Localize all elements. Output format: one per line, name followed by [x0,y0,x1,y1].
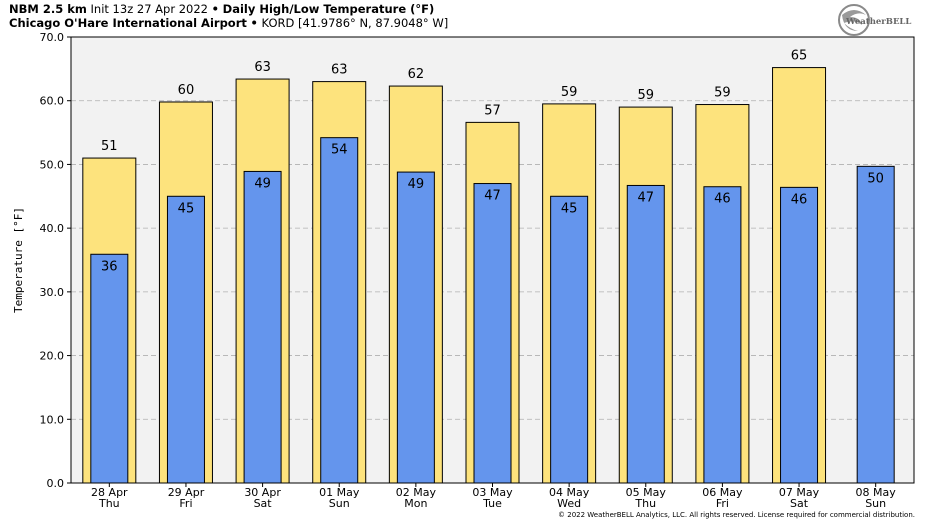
low-temp-bar [396,171,435,484]
x-tick-date: 04 May [549,486,590,499]
low-temp-bar [780,186,819,484]
x-tick-weekday: Mon [404,497,427,510]
low-temp-label: 46 [791,192,808,207]
high-temp-label: 59 [714,86,731,101]
high-temp-label: 62 [408,67,425,82]
low-temp-label: 54 [331,143,348,158]
header-separator: • [211,2,220,16]
low-temp-bar [320,137,359,484]
y-tick-label: 0.0 [47,477,65,490]
weatherbell-logo: WeatherBELL [838,4,911,36]
chart-header-line1: NBM 2.5 km Init 13z 27 Apr 2022 • Daily … [9,2,434,16]
x-tick-weekday: Fri [716,497,729,510]
y-tick-label: 20.0 [40,350,65,363]
low-temp-bar [243,170,282,484]
x-tick-date: 28 Apr [91,486,128,499]
high-temp-label: 57 [484,103,501,118]
x-tick-weekday: Tue [482,497,502,510]
y-tick-label: 10.0 [40,413,65,426]
location-name: Chicago O'Hare International Airport [9,16,247,30]
y-tick-label: 40.0 [40,222,65,235]
low-temp-label: 46 [714,192,731,207]
x-tick-weekday: Sat [254,497,273,510]
x-tick-date: 02 May [396,486,437,499]
x-tick-date: 08 May [856,486,897,499]
x-tick-date: 03 May [472,486,513,499]
bar-series: 51 36 60 45 63 49 63 54 62 49 57 47 59 45 59 47 59 46 65 46… [82,49,895,484]
x-tick-date: 30 Apr [244,486,281,499]
low-temp-label: 47 [637,190,654,205]
station-info: KORD [41.9786° N, 87.9048° W] [261,16,449,30]
x-tick-weekday: Sun [865,497,886,510]
x-tick-weekday: Thu [98,497,120,510]
high-temp-label: 51 [101,139,118,154]
x-tick-weekday: Sun [329,497,350,510]
high-temp-label: 63 [331,63,348,78]
y-tick-label: 30.0 [40,286,65,299]
x-tick-weekday: Thu [634,497,656,510]
high-temp-label: 60 [178,83,195,98]
init-time: Init 13z 27 Apr 2022 [90,2,208,16]
low-temp-label: 50 [867,171,884,186]
product-title: Daily High/Low Temperature (°F) [222,2,435,16]
low-temp-label: 49 [408,177,425,192]
high-temp-label: 63 [254,60,271,75]
low-temp-bar [473,183,512,484]
y-axis: 0.0 10.0 20.0 30.0 40.0 50.0 60.0 70.0 [40,31,71,490]
x-tick-weekday: Wed [557,497,581,510]
high-temp-label: 59 [637,88,654,103]
y-tick-label: 60.0 [40,95,65,108]
low-temp-label: 45 [178,201,195,216]
model-name: NBM 2.5 km [9,2,87,16]
x-tick-weekday: Sat [790,497,809,510]
low-temp-bar [550,195,589,484]
y-tick-label: 50.0 [40,158,65,171]
header-separator-2: • [250,16,258,30]
low-temp-bar [703,186,742,484]
low-temp-bar [856,165,895,484]
copyright-notice: © 2022 WeatherBELL Analytics, LLC. All r… [558,511,915,519]
high-temp-label: 65 [791,49,808,64]
x-tick-date: 05 May [626,486,667,499]
y-tick-label: 70.0 [40,31,65,44]
low-temp-bar [166,195,205,484]
low-temp-label: 49 [254,176,271,191]
high-temp-label: 59 [561,85,578,100]
low-temp-bar [626,184,665,484]
low-temp-label: 45 [561,201,578,216]
svg-text:WeatherBELL: WeatherBELL [845,17,911,27]
low-temp-label: 36 [101,259,118,274]
low-temp-label: 47 [484,189,501,204]
x-tick-weekday: Fri [179,497,192,510]
low-temp-bar [90,253,129,484]
x-tick-date: 06 May [702,486,743,499]
chart-header-line2: Chicago O'Hare International Airport • K… [9,16,448,30]
x-tick-date: 29 Apr [168,486,205,499]
x-tick-date: 07 May [779,486,820,499]
x-tick-date: 01 May [319,486,360,499]
y-axis-label: Temperature [°F] [12,207,25,313]
plot-frame [70,36,915,484]
